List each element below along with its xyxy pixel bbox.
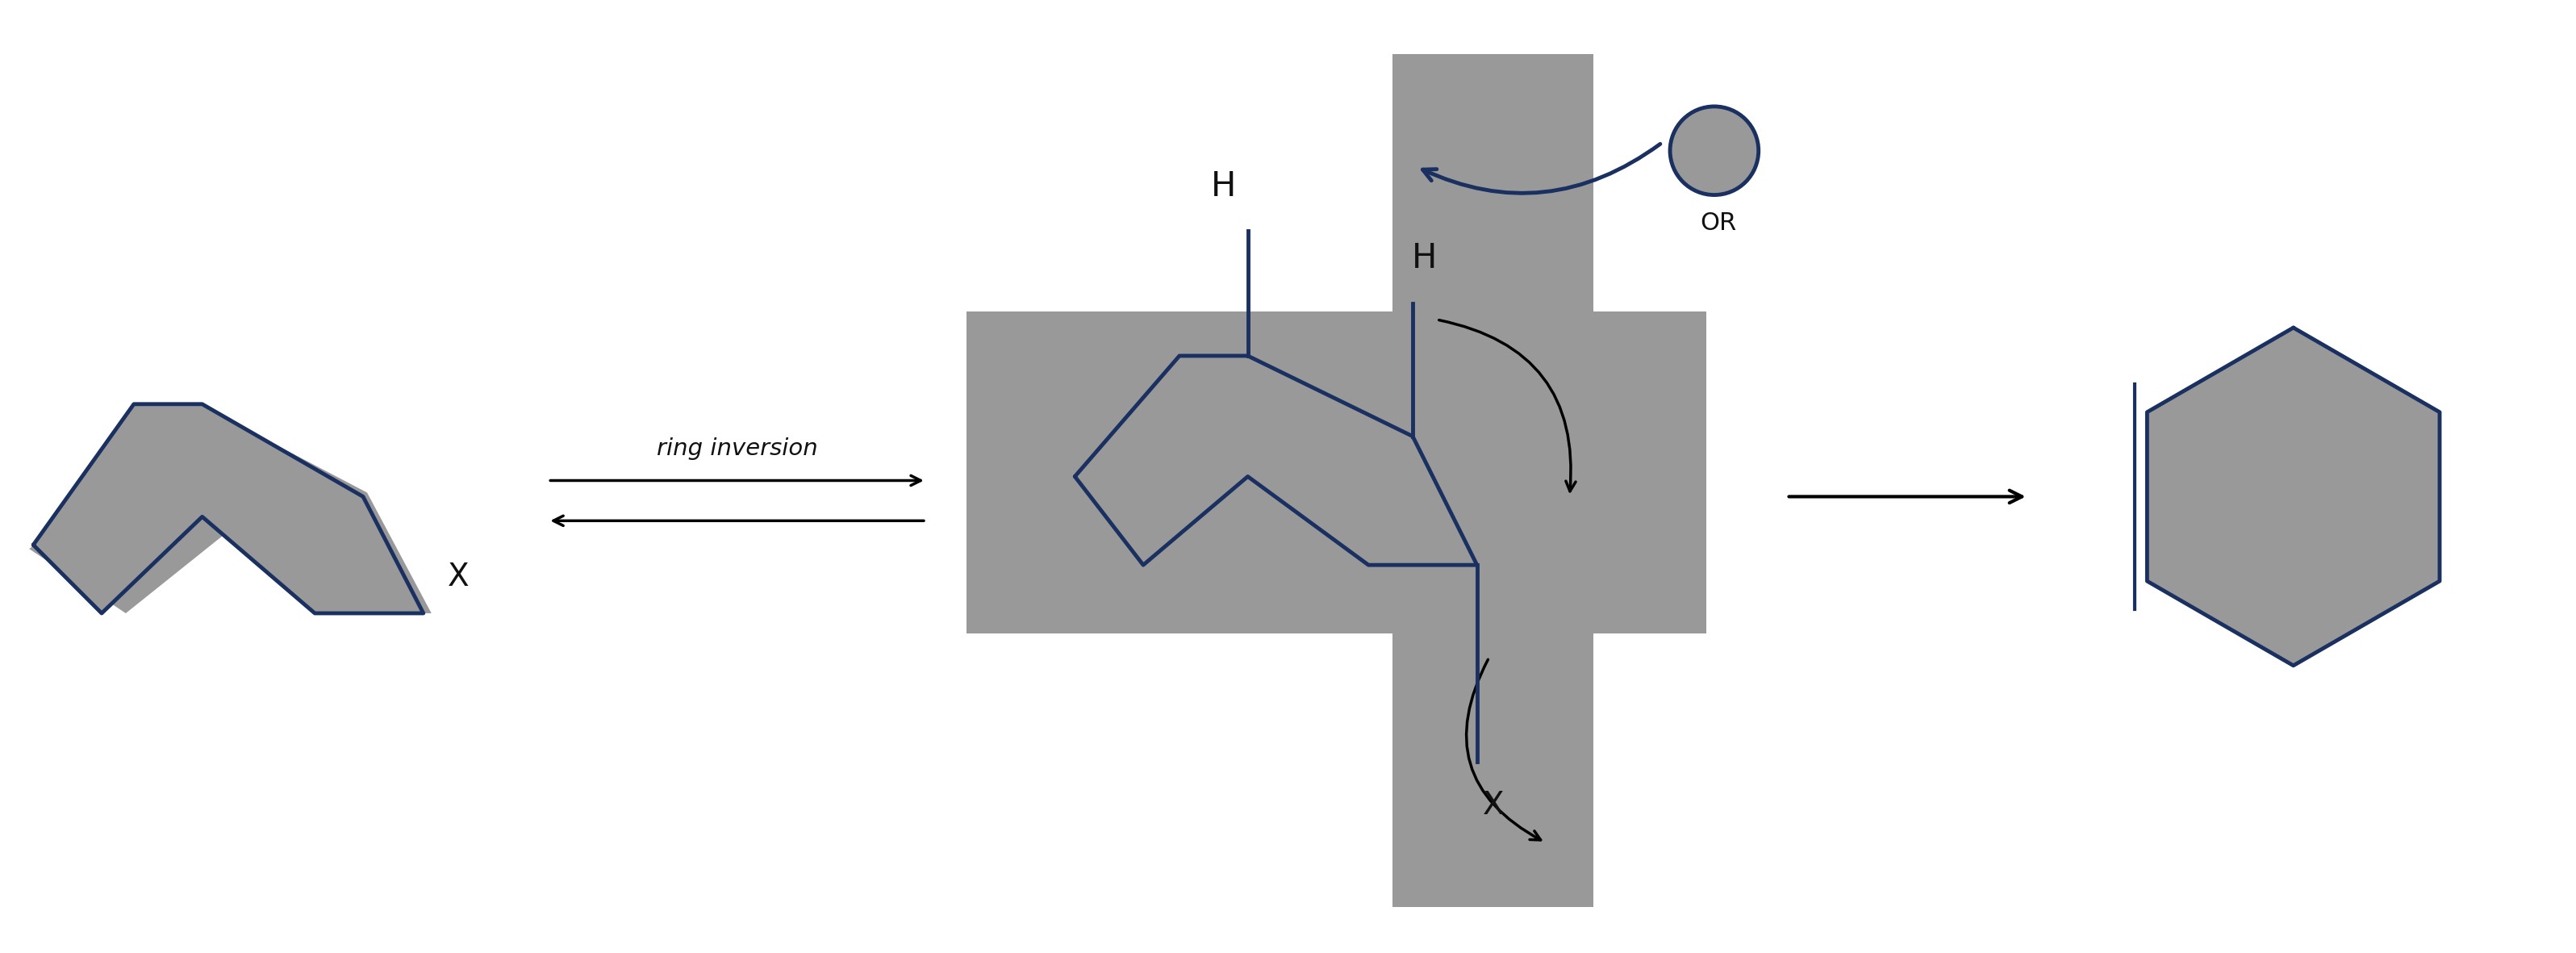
Polygon shape xyxy=(1394,54,1595,907)
Text: H: H xyxy=(1412,241,1437,275)
Text: H: H xyxy=(1211,169,1236,203)
Text: ring inversion: ring inversion xyxy=(657,437,817,459)
Polygon shape xyxy=(28,404,430,614)
Polygon shape xyxy=(2148,328,2439,665)
Text: OR: OR xyxy=(1700,211,1736,234)
Polygon shape xyxy=(1074,355,1476,565)
Polygon shape xyxy=(966,312,1705,634)
Circle shape xyxy=(1669,107,1759,195)
Text: X: X xyxy=(448,561,469,593)
Text: X: X xyxy=(1481,790,1504,821)
Polygon shape xyxy=(33,404,422,614)
